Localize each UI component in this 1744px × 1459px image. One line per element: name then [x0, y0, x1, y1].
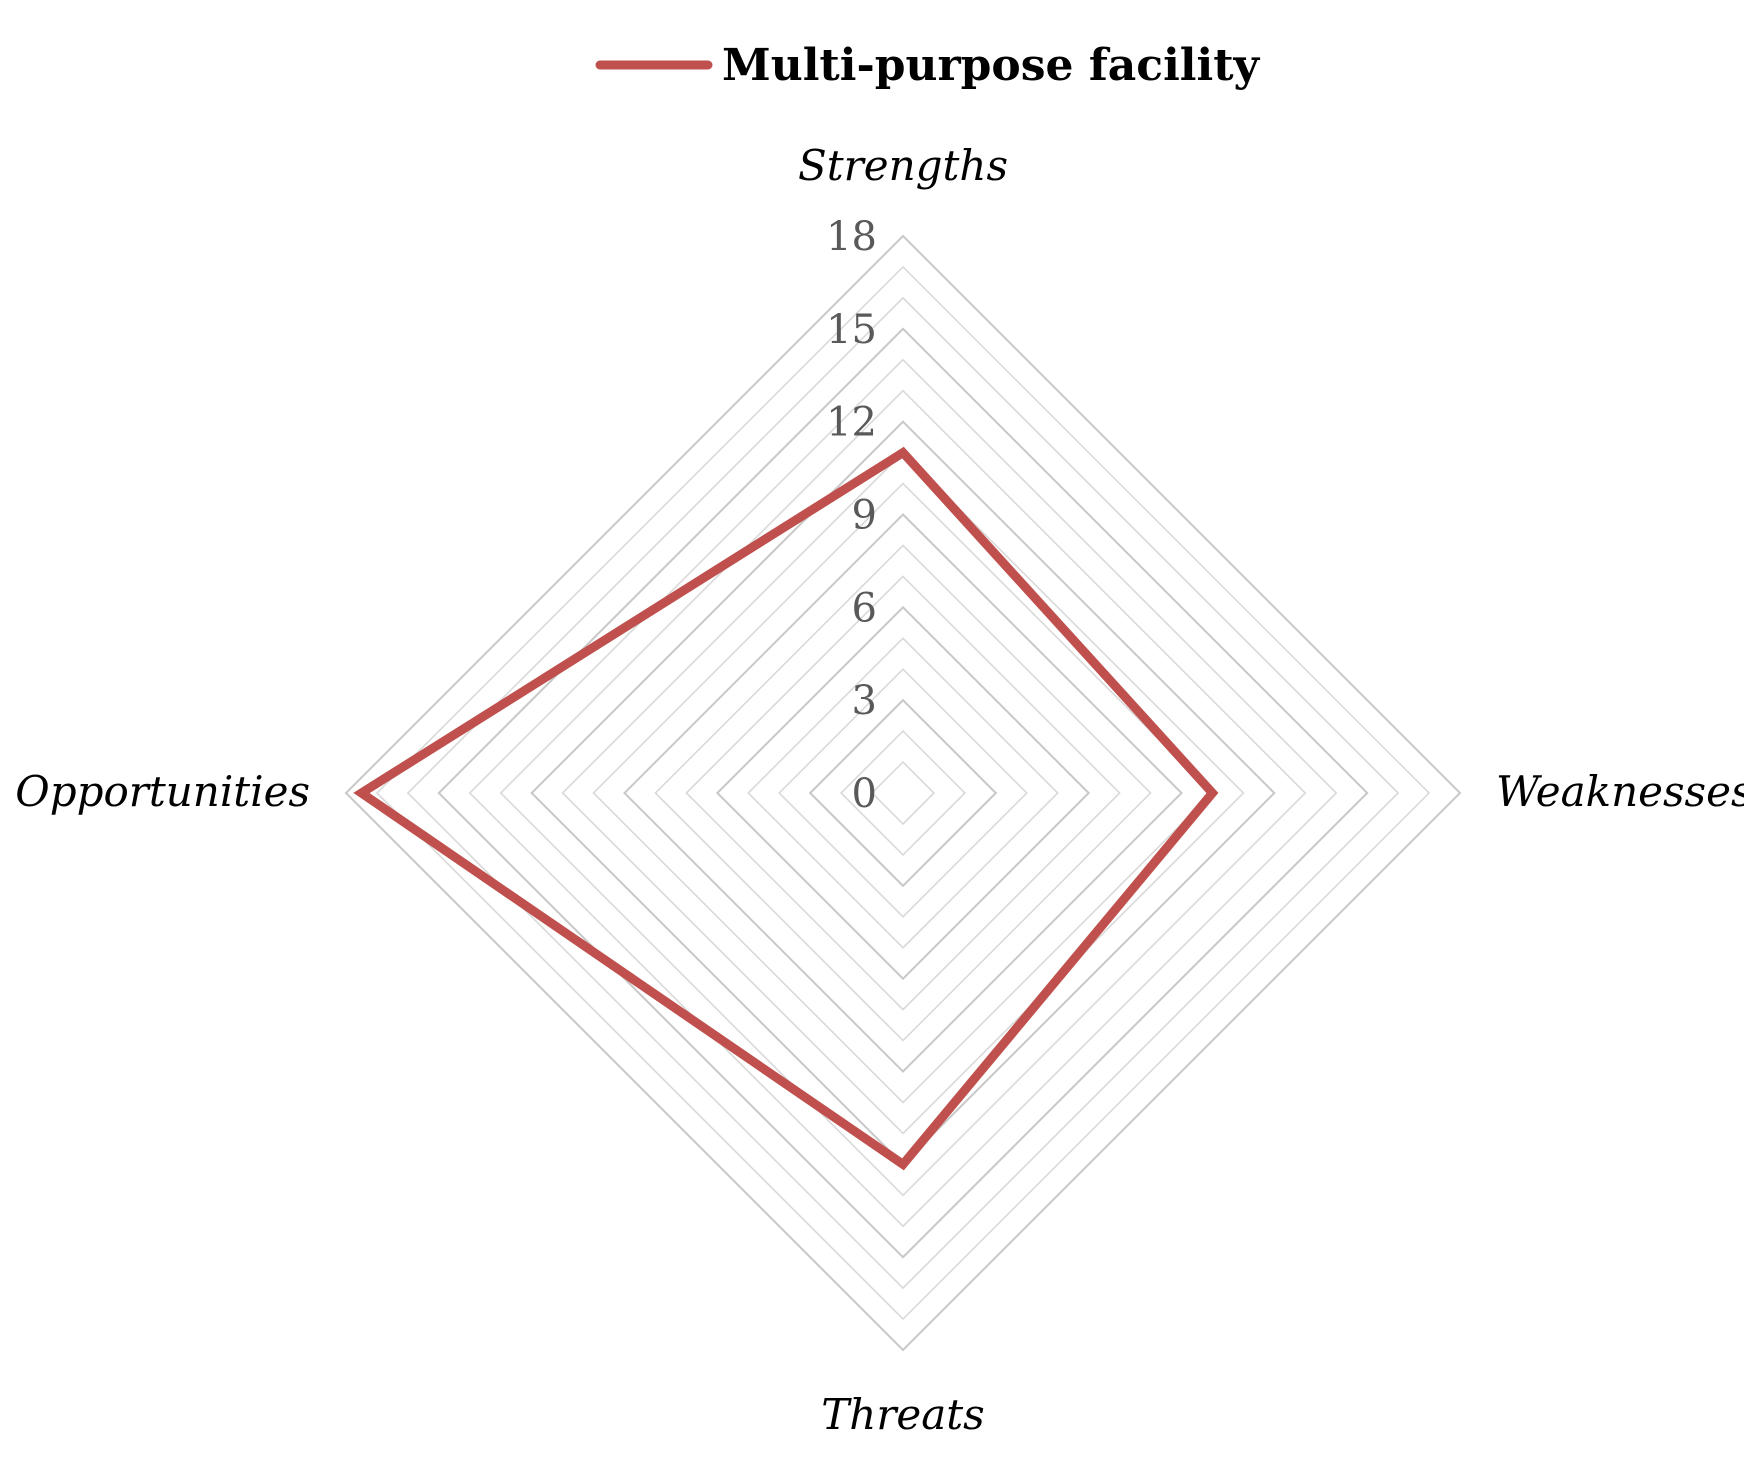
axis-label-strengths: Strengths — [798, 141, 1008, 190]
grid-ring-17 — [375, 265, 1431, 1321]
grid-ring-10 — [592, 482, 1214, 1104]
tick-label-15: 15 — [826, 307, 877, 353]
tick-label-9: 9 — [852, 493, 877, 539]
axis-label-weaknesses: Weaknesses — [1496, 767, 1744, 816]
radial-tick-labels: 0 3 6 9 12 15 18 — [826, 214, 877, 817]
legend: Multi-purpose facility — [595, 40, 1261, 91]
tick-label-12: 12 — [826, 400, 877, 446]
legend-label-multi-purpose-facility: Multi-purpose facility — [722, 40, 1261, 91]
grid-ring-13 — [499, 389, 1307, 1197]
grid-ring-18 — [344, 234, 1462, 1352]
grid-ring-14 — [468, 358, 1338, 1228]
grid-ring-9 — [623, 513, 1183, 1073]
grid-ring-4 — [778, 668, 1028, 918]
radar-grid — [344, 234, 1462, 1352]
tick-label-3: 3 — [852, 678, 877, 724]
grid-ring-12 — [530, 420, 1276, 1166]
tick-label-6: 6 — [852, 585, 877, 631]
grid-ring-2 — [839, 729, 967, 857]
grid-ring-3 — [808, 698, 998, 888]
axis-label-threats: Threats — [821, 1390, 984, 1439]
grid-ring-15 — [437, 327, 1369, 1259]
grid-ring-7 — [685, 575, 1121, 1011]
axis-label-opportunities: Opportunities — [15, 767, 310, 816]
grid-ring-5 — [747, 637, 1059, 949]
tick-label-18: 18 — [826, 214, 877, 260]
grid-ring-8 — [654, 544, 1152, 1042]
grid-ring-11 — [561, 451, 1245, 1135]
category-axis-labels: Strengths Weaknesses Threats Opportunities — [15, 141, 1744, 1439]
tick-label-0: 0 — [852, 771, 877, 817]
grid-ring-6 — [715, 605, 1091, 981]
series-layer — [353, 446, 1219, 1171]
series-line-multi-purpose-facility — [353, 446, 1219, 1171]
grid-ring-16 — [406, 296, 1400, 1290]
grid-ring-1 — [870, 760, 936, 826]
